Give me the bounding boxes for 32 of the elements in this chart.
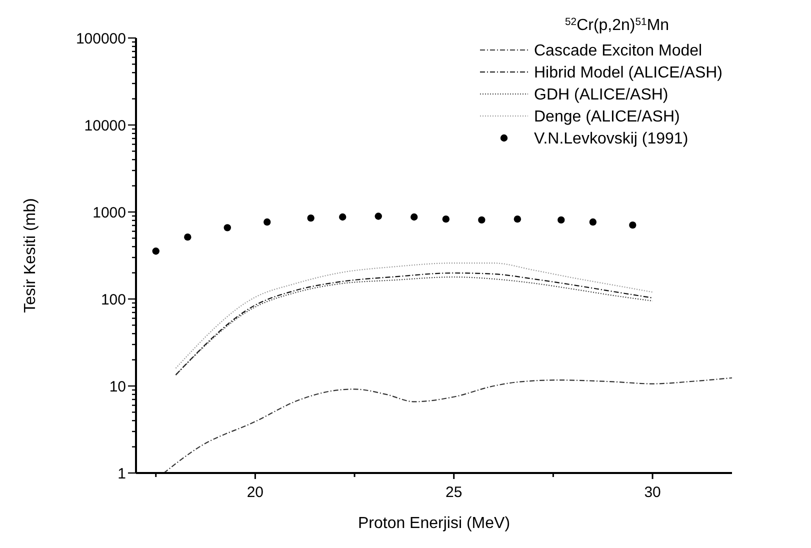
- legend-label: Cascade Exciton Model: [534, 42, 702, 60]
- legend-label: Hibrid Model (ALICE/ASH): [534, 64, 722, 82]
- y-axis-title: Tesir Kesiti (mb): [22, 198, 39, 313]
- point: [339, 213, 346, 221]
- legend-label: V.N.Levkovskij (1991): [534, 130, 688, 148]
- legend-label: Denge (ALICE/ASH): [534, 108, 680, 126]
- y-tick-label: 10: [109, 378, 126, 396]
- x-tick-label: 30: [644, 484, 661, 501]
- point: [410, 213, 418, 221]
- point: [152, 248, 160, 255]
- legend-title: $^{52}$Cr(p,2n)$^{51}$Mn: [565, 16, 670, 34]
- x-axis-title: Proton Enerjisi (MeV): [358, 515, 510, 532]
- point: [558, 216, 565, 224]
- point: [514, 215, 522, 223]
- point: [442, 215, 450, 223]
- y-tick-label: 100: [100, 291, 126, 308]
- point: [224, 224, 231, 232]
- line-series: [163, 377, 733, 474]
- point: [184, 233, 192, 241]
- x-tick-label: 20: [246, 484, 264, 501]
- y-tick-label: 10000: [84, 117, 126, 134]
- legend-label: GDH (ALICE/ASH): [534, 86, 668, 104]
- point: [307, 214, 314, 222]
- point: [629, 221, 636, 229]
- y-tick-label: 1000: [92, 204, 126, 222]
- point: [374, 212, 382, 220]
- y-tick-label: 1: [118, 465, 126, 482]
- point: [478, 216, 486, 224]
- y-tick-label: 100000: [76, 30, 126, 48]
- x-tick-label: 25: [446, 484, 462, 501]
- point: [589, 218, 597, 226]
- point: [264, 218, 271, 226]
